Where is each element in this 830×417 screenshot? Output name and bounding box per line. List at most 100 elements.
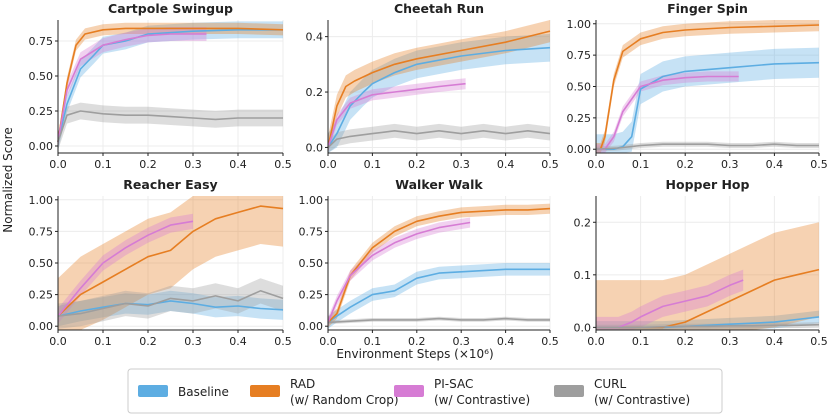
legend-item-baseline: Baseline bbox=[138, 385, 229, 399]
panel-title: Finger Spin bbox=[667, 1, 748, 16]
y-tick-label: 0.1 bbox=[574, 269, 592, 282]
x-tick-label: 0.5 bbox=[810, 158, 828, 171]
panel-walker-walk: 0.00 0.25 0.50 0.75 1.00 0.0 0.1 0.2 0.3 0.4 0.5 Wa… bbox=[299, 177, 559, 348]
x-tick-label: 0.3 bbox=[721, 335, 739, 348]
panel-hopper-hop: 0.0 0.1 0.2 0.0 0.1 0.2 0.3 0.4 0.5 Hopper Hop bbox=[574, 177, 828, 348]
y-tick-label: 0.75 bbox=[29, 225, 54, 238]
panels: 0.00 0.25 0.50 0.75 0.0 0.1 0.2 0.3 0.4 0.5 Cartpo… bbox=[29, 1, 828, 348]
band-rad bbox=[328, 203, 550, 328]
y-tick-label: 0.0 bbox=[306, 141, 324, 154]
x-tick-label: 0.4 bbox=[766, 158, 784, 171]
legend-swatch bbox=[138, 385, 168, 397]
x-tick-label: 0.0 bbox=[587, 158, 605, 171]
legend-swatch bbox=[554, 385, 584, 397]
legend-box bbox=[127, 368, 723, 414]
panel-finger-spin: 0.00 0.25 0.50 0.75 1.00 0.0 0.1 0.2 0.3 0.4 0.5 Fi… bbox=[567, 1, 828, 171]
y-tick-label: 1.00 bbox=[299, 194, 324, 207]
panel-reacher-easy: 0.00 0.25 0.50 0.75 1.00 0.0 0.1 0.2 0.3 0.4 0.5 Re… bbox=[29, 177, 292, 348]
x-tick-label: 0.0 bbox=[49, 158, 67, 171]
y-tick-label: 0.50 bbox=[29, 257, 54, 270]
y-axis-label: Normalized Score bbox=[1, 127, 15, 232]
y-tick-label: 0.25 bbox=[567, 112, 592, 125]
y-tick-label: 0.0 bbox=[574, 321, 592, 334]
legend-swatch bbox=[250, 385, 280, 397]
x-tick-label: 0.1 bbox=[94, 158, 112, 171]
line-pi-sac bbox=[57, 220, 194, 317]
x-tick-label: 0.1 bbox=[364, 158, 382, 171]
panel-title: Cartpole Swingup bbox=[108, 1, 233, 16]
line-baseline bbox=[57, 300, 284, 317]
line-curl bbox=[57, 110, 283, 143]
x-tick-label: 0.0 bbox=[319, 158, 337, 171]
x-tick-label: 0.2 bbox=[139, 335, 157, 348]
legend-sublabel: (w/ Contrastive) bbox=[594, 393, 690, 407]
band-rad bbox=[596, 222, 819, 330]
band-pi-sac bbox=[328, 217, 471, 328]
x-tick-label: 0.2 bbox=[676, 335, 694, 348]
band-curl bbox=[328, 123, 550, 153]
y-tick-label: 1.00 bbox=[567, 18, 592, 31]
y-tick-label: 0.25 bbox=[29, 289, 54, 302]
x-tick-label: 0.1 bbox=[632, 158, 650, 171]
x-tick-label: 0.4 bbox=[497, 335, 515, 348]
panel-title: Cheetah Run bbox=[394, 1, 484, 16]
x-tick-label: 0.3 bbox=[184, 158, 202, 171]
panel-title: Walker Walk bbox=[395, 177, 483, 192]
band-baseline bbox=[328, 33, 550, 153]
x-axis-label: Environment Steps (×10⁶) bbox=[336, 347, 493, 361]
band-baseline bbox=[58, 290, 283, 327]
x-tick-label: 0.5 bbox=[541, 335, 559, 348]
y-tick-label: 0.2 bbox=[574, 216, 592, 229]
band-rad bbox=[58, 22, 283, 148]
line-pi-sac bbox=[327, 221, 471, 323]
legend-label: CURL bbox=[594, 377, 627, 391]
x-tick-label: 0.5 bbox=[541, 158, 559, 171]
line-curl bbox=[327, 130, 551, 149]
band-pi-sac bbox=[58, 213, 193, 324]
x-tick-label: 0.1 bbox=[632, 335, 650, 348]
x-tick-label: 0.5 bbox=[810, 335, 828, 348]
line-pi-sac bbox=[327, 82, 466, 148]
legend-item-curl: CURL (w/ Contrastive) bbox=[554, 377, 690, 407]
line-curl bbox=[57, 289, 284, 317]
legend-item-rad: RAD (w/ Random Crop) bbox=[250, 377, 399, 407]
x-tick-label: 0.2 bbox=[676, 158, 694, 171]
legend-sublabel: (w/ Contrastive) bbox=[434, 393, 530, 407]
line-rad bbox=[596, 268, 820, 329]
x-tick-label: 0.3 bbox=[452, 158, 470, 171]
x-tick-label: 0.2 bbox=[408, 335, 426, 348]
line-pi-sac bbox=[596, 279, 744, 329]
x-tick-label: 0.0 bbox=[587, 335, 605, 348]
y-tick-label: 0.25 bbox=[29, 105, 54, 118]
y-tick-label: 0.00 bbox=[567, 143, 592, 156]
line-curl bbox=[595, 143, 819, 150]
x-tick-label: 0.2 bbox=[139, 158, 157, 171]
x-tick-label: 0.2 bbox=[408, 158, 426, 171]
x-tick-label: 0.4 bbox=[766, 335, 784, 348]
y-tick-label: 0.00 bbox=[29, 140, 54, 153]
legend-item-pi-sac: PI-SAC (w/ Contrastive) bbox=[394, 377, 530, 407]
band-pi-sac bbox=[596, 269, 744, 330]
x-tick-label: 0.1 bbox=[364, 335, 382, 348]
x-tick-label: 0.3 bbox=[452, 335, 470, 348]
x-tick-label: 0.0 bbox=[49, 335, 67, 348]
band-rad bbox=[328, 20, 550, 153]
y-tick-label: 0.25 bbox=[299, 289, 324, 302]
legend-sublabel: (w/ Random Crop) bbox=[290, 393, 399, 407]
line-pi-sac bbox=[596, 75, 739, 150]
band-rad bbox=[58, 196, 283, 330]
x-tick-label: 0.0 bbox=[319, 335, 337, 348]
band-pi-sac bbox=[596, 71, 739, 153]
line-pi-sac bbox=[57, 33, 207, 142]
legend: Baseline RAD (w/ Random Crop) PI-SAC (w/ Con… bbox=[127, 368, 723, 414]
line-rad bbox=[596, 24, 820, 150]
y-tick-label: 0.00 bbox=[29, 320, 54, 333]
band-baseline bbox=[596, 47, 819, 153]
panel-cheetah-run: 0.0 0.2 0.4 0.0 0.1 0.2 0.3 0.4 0.5 Cheetah Run bbox=[306, 1, 559, 171]
legend-label: PI-SAC bbox=[434, 377, 473, 391]
panel-cartpole-swingup: 0.00 0.25 0.50 0.75 0.0 0.1 0.2 0.3 0.4 0.5 Cartpo… bbox=[29, 1, 292, 171]
band-pi-sac bbox=[58, 27, 207, 149]
y-tick-label: 1.00 bbox=[29, 194, 54, 207]
line-curl bbox=[327, 317, 550, 324]
